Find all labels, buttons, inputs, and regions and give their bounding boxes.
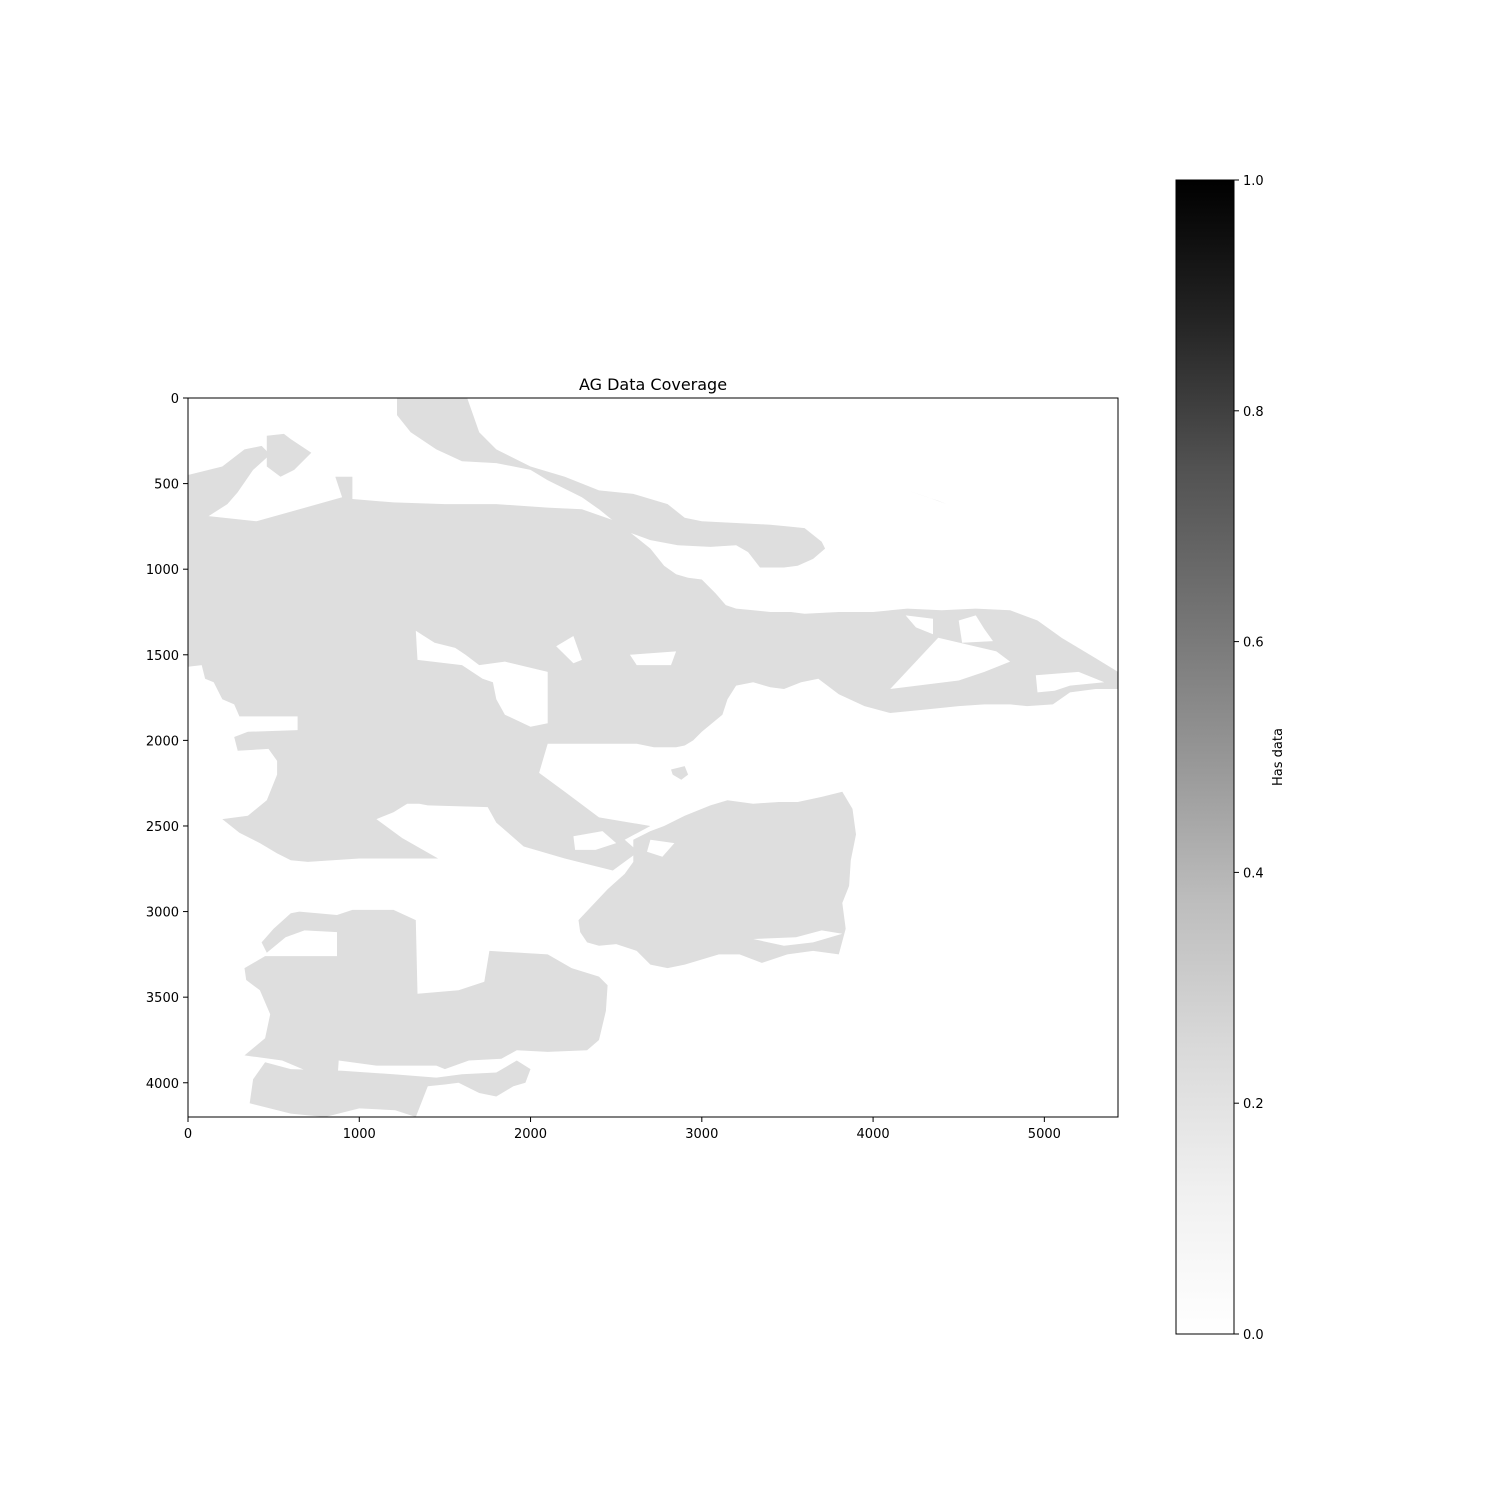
x-axis-ticks: 0 1000 2000 3000 4000 5000 — [184, 1117, 1061, 1142]
colorbar-tick-label: 1.0 — [1243, 174, 1264, 189]
y-tick-label: 1000 — [146, 563, 179, 578]
coverage-regions — [188, 398, 1118, 1117]
chart-title: AG Data Coverage — [579, 375, 727, 394]
y-tick-label: 0 — [171, 392, 179, 407]
hole-2 — [556, 636, 582, 664]
hole-7 — [1035, 671, 1105, 693]
y-tick-label: 3000 — [146, 906, 179, 921]
south-bottom — [249, 1060, 531, 1117]
y-tick-label: 2000 — [146, 734, 179, 749]
coverage-islands — [671, 490, 947, 780]
colorbar — [1175, 179, 1235, 1335]
plot-area — [188, 398, 1118, 1117]
hole-10 — [753, 930, 843, 946]
island-2 — [671, 766, 689, 780]
southwest-block — [244, 909, 608, 1087]
x-tick-label: 3000 — [685, 1127, 718, 1142]
colorbar-tick-label: 0.6 — [1243, 636, 1264, 651]
x-tick-label: 2000 — [514, 1127, 547, 1142]
y-axis-ticks: 0 500 1000 1500 2000 2500 3000 3500 4000 — [146, 392, 188, 1092]
y-tick-label: 3500 — [146, 991, 179, 1006]
hole-8 — [573, 831, 617, 850]
hole-9 — [647, 839, 675, 857]
south-central — [578, 791, 856, 969]
island-1 — [907, 490, 947, 505]
colorbar-tick-label: 0.0 — [1243, 1328, 1264, 1343]
x-tick-label: 5000 — [1028, 1127, 1061, 1142]
hole-3 — [629, 651, 677, 666]
colorbar-tick-label: 0.2 — [1243, 1097, 1264, 1112]
x-tick-label: 1000 — [343, 1127, 376, 1142]
y-tick-label: 500 — [154, 478, 179, 493]
coverage-holes — [415, 615, 1105, 946]
y-tick-label: 4000 — [146, 1077, 179, 1092]
colorbar-tick-label: 0.8 — [1243, 405, 1264, 420]
x-tick-label: 4000 — [857, 1127, 890, 1142]
colorbar-tick-label: 0.4 — [1243, 866, 1264, 881]
hole-6 — [958, 615, 993, 643]
y-tick-label: 1500 — [146, 649, 179, 664]
plot-frame — [187, 397, 1119, 1118]
northeast-strip — [397, 398, 826, 568]
y-tick-label: 2500 — [146, 820, 179, 835]
hole-1 — [415, 630, 548, 727]
hole-5 — [890, 637, 1011, 689]
x-tick-label: 0 — [184, 1127, 192, 1142]
upper-left-patch — [266, 433, 312, 477]
hole-4 — [905, 615, 933, 635]
colorbar-label: Has data — [1271, 728, 1286, 786]
colorbar-ticks: 0.0 0.2 0.4 0.6 0.8 1.0 — [1234, 174, 1264, 1343]
